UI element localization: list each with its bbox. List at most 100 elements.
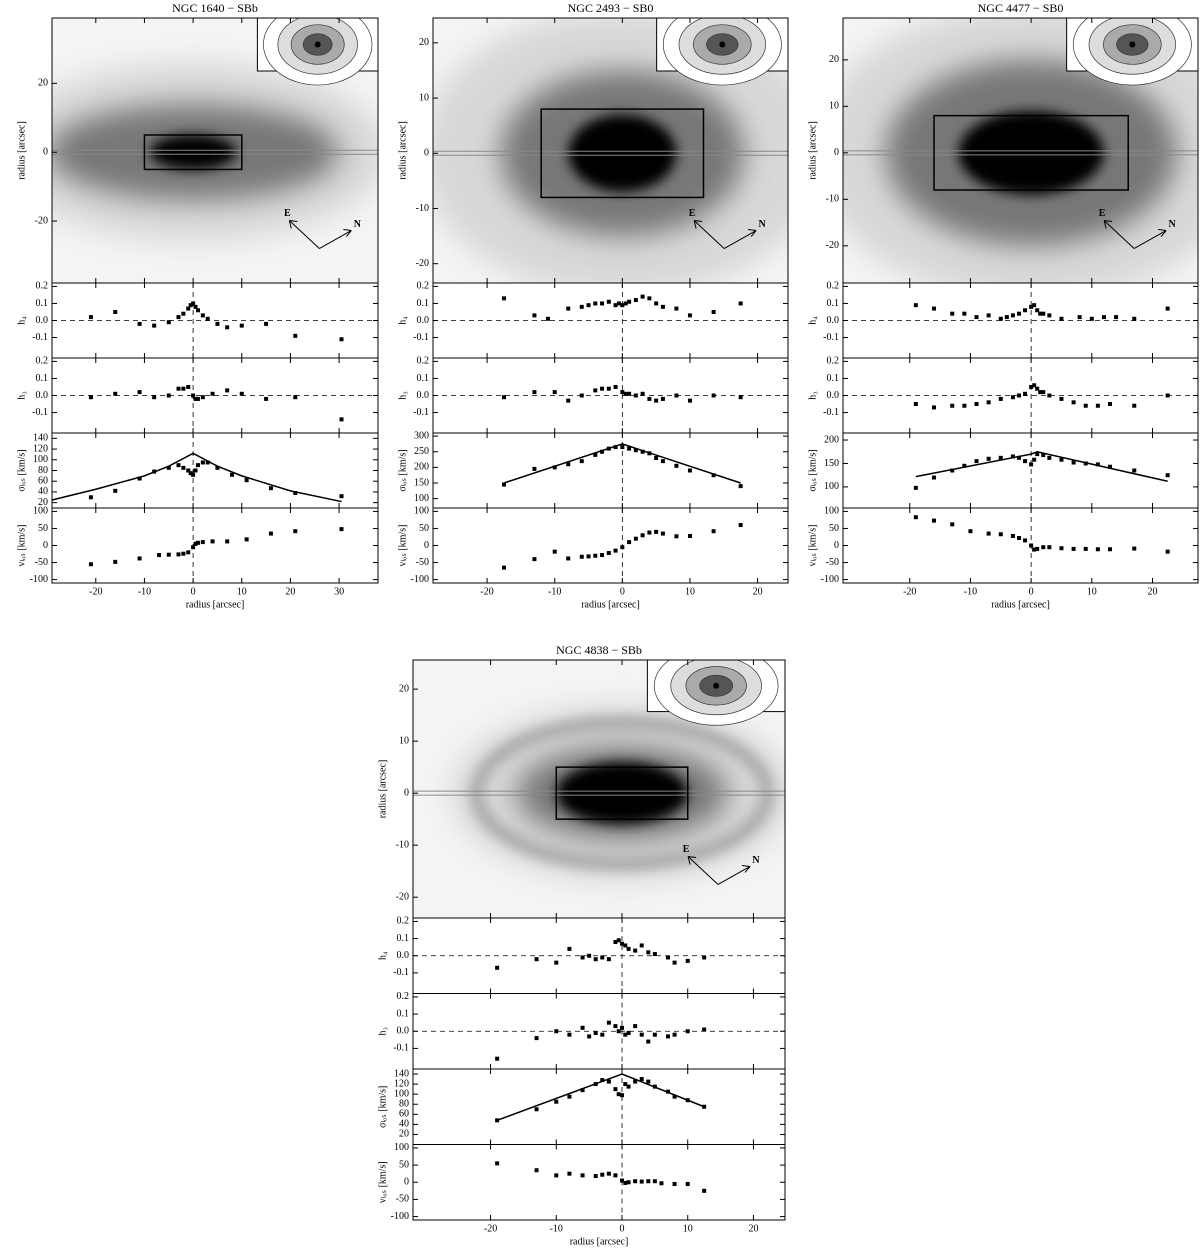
- y-tick-label: 0.2: [36, 356, 49, 367]
- data-point: [600, 553, 605, 558]
- data-point: [606, 1079, 611, 1084]
- y-axis-label: h₄: [807, 316, 818, 325]
- y-tick-label: 100: [824, 481, 839, 492]
- y-axis-label: vₗₒₛ [km/s]: [16, 525, 27, 567]
- data-point: [627, 446, 632, 451]
- y-tick-label: 0.1: [397, 933, 410, 944]
- data-point: [268, 486, 273, 491]
- y-axis-label: vₗₒₛ [km/s]: [397, 525, 408, 567]
- y-axis-label: h₄: [16, 316, 27, 325]
- data-point: [639, 943, 644, 948]
- x-tick-label: -20: [903, 586, 916, 597]
- data-point: [1132, 468, 1137, 473]
- data-point: [646, 1179, 651, 1184]
- bar-box: [555, 766, 689, 820]
- data-point: [532, 313, 537, 318]
- ring: [469, 715, 775, 871]
- data-point: [968, 529, 973, 534]
- data-point: [113, 391, 118, 396]
- compass-label: N: [758, 219, 766, 230]
- data-point: [950, 311, 955, 316]
- inset-core: [719, 41, 726, 48]
- y-tick-label: 10: [829, 101, 839, 112]
- data-point: [633, 448, 638, 453]
- y-tick-label: 0.2: [827, 356, 840, 367]
- y-tick-label: 0.1: [827, 298, 840, 309]
- panel-frame: [51, 507, 379, 584]
- data-point: [672, 960, 677, 965]
- data-point: [652, 952, 657, 957]
- y-tick-label: -0.1: [32, 407, 48, 418]
- y-tick-label: -0.1: [413, 407, 429, 418]
- y-tick-label: 150: [824, 458, 839, 469]
- data-point: [646, 950, 651, 955]
- data-point: [950, 522, 955, 527]
- data-point: [113, 488, 118, 493]
- data-point: [239, 323, 244, 328]
- data-point: [152, 323, 157, 328]
- data-point: [268, 531, 273, 536]
- data-point: [495, 1056, 500, 1061]
- x-tick-label: -10: [548, 586, 561, 597]
- data-point: [986, 313, 991, 318]
- data-point: [1132, 546, 1137, 551]
- x-tick-label: 30: [334, 586, 344, 597]
- y-tick-label: 20: [399, 683, 409, 694]
- data-point: [600, 1032, 605, 1037]
- data-point: [633, 393, 638, 398]
- y-tick-label: -100: [821, 574, 839, 585]
- data-point: [660, 396, 665, 401]
- data-point: [616, 938, 621, 943]
- data-point: [195, 396, 200, 401]
- data-point: [225, 388, 230, 393]
- compass-arrow: [288, 220, 352, 249]
- data-point: [502, 296, 506, 301]
- x-tick-label: -20: [89, 586, 102, 597]
- x-axis-label: radius [arcsec]: [991, 599, 1050, 610]
- data-point: [532, 390, 537, 395]
- data-point: [620, 303, 625, 308]
- data-point: [137, 476, 142, 481]
- data-point: [1071, 546, 1076, 551]
- data-point: [554, 1173, 559, 1178]
- data-point: [711, 393, 716, 398]
- data-point: [974, 315, 979, 320]
- data-point: [1041, 453, 1046, 458]
- core: [556, 761, 688, 825]
- data-point: [566, 556, 571, 561]
- data-point: [593, 1082, 598, 1087]
- data-point: [567, 1032, 572, 1037]
- y-tick-label: 80: [399, 1099, 409, 1110]
- data-point: [600, 386, 605, 391]
- y-tick-label: 0.0: [827, 390, 840, 401]
- data-point: [606, 1171, 611, 1176]
- data-point: [1132, 316, 1137, 321]
- data-point: [1083, 546, 1088, 551]
- data-point: [654, 529, 659, 534]
- data-point: [1108, 402, 1113, 407]
- data-point: [633, 298, 638, 303]
- data-point: [654, 301, 659, 306]
- y-tick-label: 0.1: [827, 373, 840, 384]
- data-point: [1029, 304, 1034, 309]
- y-axis-label: h₄: [377, 951, 388, 960]
- y-tick-label: 250: [414, 446, 429, 457]
- data-point: [998, 455, 1003, 460]
- y-tick-label: 20: [399, 1129, 409, 1140]
- y-tick-label: 0.1: [417, 373, 430, 384]
- galaxy-image: [843, 18, 1198, 283]
- x-tick-label: -10: [138, 586, 151, 597]
- data-point: [932, 306, 937, 311]
- data-point: [962, 403, 967, 408]
- x-tick-label: -20: [480, 586, 493, 597]
- data-point: [623, 1180, 628, 1185]
- y-tick-label: 100: [394, 1088, 409, 1099]
- data-point: [640, 533, 645, 538]
- data-point: [181, 386, 186, 391]
- data-point: [613, 1087, 618, 1092]
- data-point: [205, 460, 210, 465]
- data-point: [1038, 390, 1043, 395]
- data-point: [646, 1039, 651, 1044]
- y-tick-label: 0.2: [417, 356, 430, 367]
